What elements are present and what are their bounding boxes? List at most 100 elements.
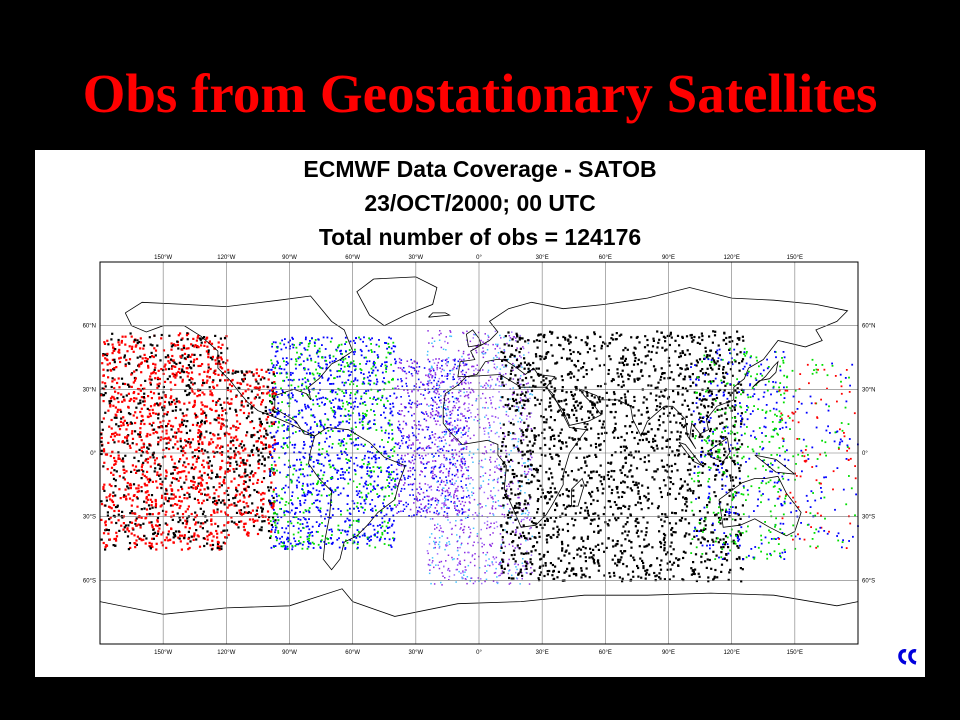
observation-point [503,366,505,368]
observation-point [396,443,399,446]
observation-point [239,476,242,479]
observation-point [298,356,301,358]
observation-point [127,524,130,527]
observation-point [326,379,329,382]
observation-point [317,493,320,496]
observation-point [260,506,263,509]
observation-point [450,412,453,415]
observation-point [156,520,159,523]
observation-point [247,397,250,400]
observation-point [348,356,350,358]
observation-point [484,427,487,429]
observation-point [473,434,475,437]
observation-point [363,392,366,394]
observation-point [235,428,238,432]
observation-point [498,468,500,470]
observation-point [142,538,145,541]
observation-point [187,548,190,551]
observation-point [158,426,161,429]
observation-point [175,405,178,409]
observation-point [224,379,227,382]
observation-point [432,399,434,401]
observation-point [385,368,388,370]
observation-point [308,465,310,468]
observation-point [423,413,425,415]
observation-point [222,361,225,364]
observation-point [205,381,208,384]
observation-point [469,535,471,537]
observation-point [232,468,235,471]
observation-point [519,421,522,423]
observation-point [171,518,174,521]
observation-point [280,545,283,548]
observation-point [273,460,276,463]
observation-point [100,449,103,452]
observation-point [522,346,524,348]
observation-point [430,382,433,385]
observation-point [106,511,109,514]
observation-point [240,491,243,494]
observation-point [256,519,259,522]
observation-point [235,394,238,397]
observation-point [149,498,152,501]
observation-point [232,497,235,500]
observation-point [353,469,356,471]
observation-point [287,341,290,344]
observation-point [197,446,200,449]
observation-point [181,470,184,473]
observation-point [138,340,141,344]
observation-point [356,543,359,545]
observation-point [216,357,219,360]
observation-point [240,394,243,397]
observation-point [455,509,457,511]
observation-point [195,460,198,463]
observation-point [170,395,173,398]
observation-point [250,434,253,437]
observation-point [491,542,494,545]
observation-point [234,426,238,429]
observation-point [375,383,378,386]
observation-point [388,419,391,422]
observation-point [443,407,446,409]
observation-point [176,447,179,450]
observation-point [100,452,103,456]
observation-point [225,461,228,464]
observation-point [371,499,374,501]
observation-point [226,359,229,362]
observation-point [136,469,139,472]
observation-point [462,570,464,572]
observation-point [177,499,181,502]
observation-point [436,481,438,483]
observation-point [415,370,417,372]
observation-point [436,504,438,506]
observation-point [191,353,194,356]
observation-point [371,372,374,374]
observation-point [525,418,528,420]
observation-point [436,364,438,367]
observation-point [199,364,202,367]
observation-point [457,365,460,367]
observation-point [309,445,311,448]
observation-point [184,439,187,442]
observation-point [422,429,424,431]
observation-point [171,458,174,461]
observation-point [345,341,348,343]
observation-point [272,422,275,426]
observation-point [383,515,386,517]
observation-point [217,345,220,349]
observation-point [360,369,363,371]
observation-point [111,450,114,453]
observation-point [226,470,229,473]
observation-point [474,553,476,555]
observation-point [447,475,450,477]
observation-point [199,436,202,439]
observation-point [260,529,263,532]
observation-point [381,439,383,441]
observation-point [142,396,145,399]
observation-point [424,389,426,391]
observation-point [284,491,286,494]
observation-point [184,389,187,393]
observation-point [227,461,230,464]
observation-point [145,435,148,438]
observation-point [160,504,163,507]
